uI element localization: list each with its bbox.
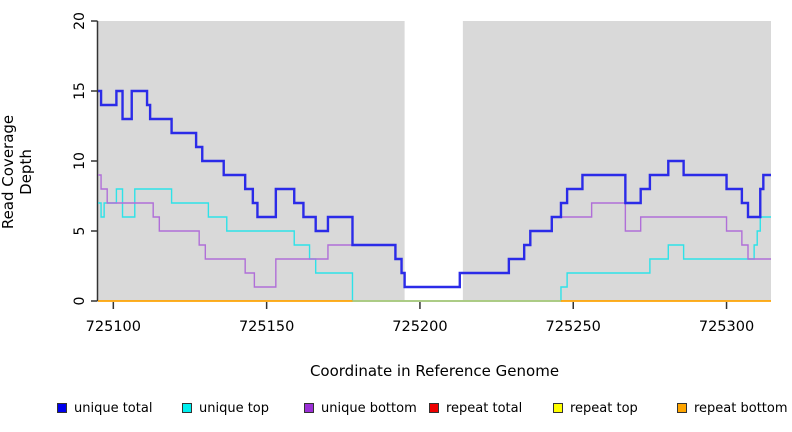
y-axis-title: Read Coverage Depth (0, 114, 35, 230)
legend-label: repeat total (446, 400, 523, 416)
legend-item-repeat-top: repeat top (553, 400, 638, 416)
legend-item-unique-total: unique total (57, 400, 152, 416)
y-tick-label: 0 (72, 297, 88, 306)
x-tick-label: 725100 (86, 319, 141, 335)
x-tick-label: 725300 (699, 319, 754, 335)
y-tick-label: 15 (72, 82, 88, 100)
legend: unique total unique top unique bottom re… (0, 400, 792, 418)
series-line-unique-total (98, 89, 771, 289)
y-tick-label: 10 (72, 152, 88, 170)
repeat-bottom-swatch-icon (677, 403, 687, 413)
repeat-total-swatch-icon (429, 403, 439, 413)
legend-item-unique-top: unique top (182, 400, 269, 416)
legend-item-repeat-bottom: repeat bottom (677, 400, 788, 416)
unique-bottom-swatch-icon (304, 403, 314, 413)
x-tick-label: 725250 (546, 319, 601, 335)
repeat-top-swatch-icon (553, 403, 563, 413)
legend-label: unique total (74, 400, 153, 416)
unique-top-swatch-icon (182, 403, 192, 413)
legend-item-repeat-total: repeat total (429, 400, 522, 416)
legend-label: repeat top (570, 400, 638, 416)
unique-total-swatch-icon (57, 403, 67, 413)
y-tick-label: 20 (72, 12, 88, 30)
legend-label: unique top (199, 400, 270, 416)
x-axis-title: Coordinate in Reference Genome (309, 362, 560, 380)
legend-item-unique-bottom: unique bottom (304, 400, 417, 416)
x-tick-label: 725200 (392, 319, 447, 335)
x-tick-label: 725150 (239, 319, 294, 335)
y-tick-label: 5 (72, 227, 88, 236)
coverage-gap-band (404, 21, 463, 301)
legend-label: unique bottom (321, 400, 417, 416)
legend-label: repeat bottom (694, 400, 788, 416)
